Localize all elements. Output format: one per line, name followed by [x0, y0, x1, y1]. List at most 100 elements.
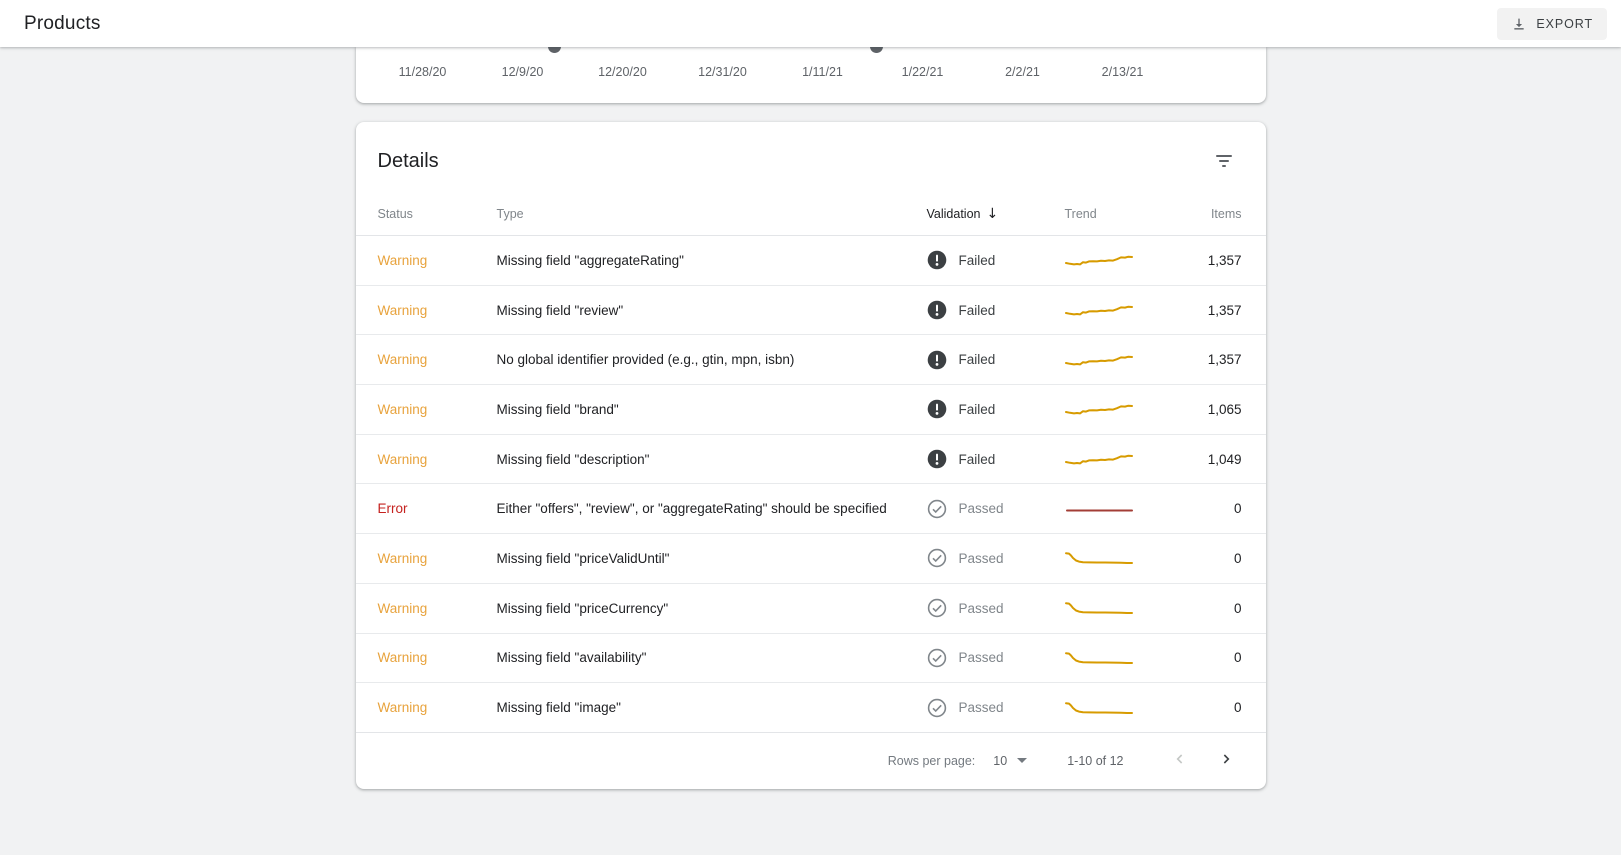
- issue-type-label: Missing field "brand": [496, 401, 619, 417]
- items-count: 0: [1233, 600, 1242, 616]
- items-count: 0: [1233, 501, 1242, 517]
- table-row[interactable]: Warning Missing field "description" Fail…: [355, 435, 1266, 485]
- items-count: 1,049: [1207, 451, 1242, 467]
- download-icon: [1511, 16, 1527, 32]
- pagination-range-label: 1-10 of 12: [1067, 753, 1124, 768]
- validation-cell: Failed: [897, 399, 1047, 419]
- items-count: 1,065: [1207, 401, 1242, 417]
- table-row[interactable]: Warning Missing field "priceValidUntil" …: [355, 534, 1266, 584]
- date-tick: 12/20/20: [598, 65, 647, 79]
- validation-label: Passed: [958, 501, 1004, 517]
- table-row[interactable]: Warning Missing field "priceCurrency" Pa…: [355, 584, 1266, 634]
- column-header-type[interactable]: Type: [496, 206, 524, 221]
- trend-sparkline: [1064, 701, 1133, 714]
- details-title: Details: [377, 149, 439, 172]
- validation-cell: Passed: [897, 648, 1047, 668]
- issue-type-label: Missing field "priceCurrency": [496, 600, 669, 616]
- date-tick: 1/11/21: [802, 65, 843, 79]
- table-row[interactable]: Warning No global identifier provided (e…: [355, 335, 1266, 386]
- issue-type-label: Missing field "priceValidUntil": [496, 550, 670, 566]
- validation-label: Passed: [958, 600, 1004, 616]
- items-count: 0: [1233, 650, 1242, 666]
- trend-cell: [1047, 549, 1182, 567]
- date-tick: 11/28/20: [398, 65, 447, 79]
- chart-point-marker: [869, 47, 883, 53]
- status-label: Warning: [377, 252, 428, 268]
- trend-sparkline: [1064, 405, 1133, 415]
- trend-sparkline: [1064, 602, 1133, 615]
- issue-type-label: Missing field "aggregateRating": [496, 252, 684, 268]
- failed-exclamation-icon: [927, 350, 946, 370]
- column-header-trend[interactable]: Trend: [1064, 206, 1097, 221]
- rows-per-page-select[interactable]: 10: [993, 753, 1028, 768]
- trend-sparkline: [1065, 509, 1133, 512]
- validation-label: Failed: [958, 401, 996, 417]
- status-label: Error: [377, 501, 408, 517]
- failed-exclamation-icon: [927, 300, 946, 320]
- validation-cell: Passed: [897, 548, 1047, 568]
- table-body: Warning Missing field "aggregateRating" …: [355, 236, 1266, 733]
- chevron-right-icon: [1218, 751, 1234, 770]
- validation-label: Passed: [958, 550, 1004, 566]
- date-tick: 12/9/20: [501, 65, 544, 79]
- trend-sparkline: [1064, 256, 1133, 266]
- issue-type-label: No global identifier provided (e.g., gti…: [496, 352, 795, 368]
- rows-per-page-value: 10: [993, 753, 1008, 768]
- table-header-row: Status Type Validation ↓ Trend Items: [355, 192, 1266, 236]
- failed-exclamation-icon: [927, 449, 946, 469]
- validation-cell: Passed: [897, 598, 1047, 618]
- next-page-button[interactable]: [1214, 747, 1238, 774]
- date-tick: 1/22/21: [901, 65, 944, 79]
- status-label: Warning: [377, 700, 428, 716]
- filter-icon[interactable]: [1212, 151, 1236, 171]
- table-row[interactable]: Warning Missing field "review" Failed 1,…: [355, 286, 1266, 336]
- validation-label: Failed: [958, 302, 996, 318]
- passed-check-icon: [927, 698, 946, 717]
- trend-cell: [1047, 351, 1182, 369]
- items-count: 1,357: [1207, 352, 1242, 368]
- passed-check-icon: [927, 598, 946, 618]
- items-count: 0: [1233, 550, 1242, 566]
- previous-page-button[interactable]: [1168, 747, 1192, 774]
- validation-cell: Failed: [897, 300, 1047, 320]
- passed-check-icon: [927, 549, 946, 568]
- items-count: 1,357: [1207, 302, 1242, 318]
- export-button[interactable]: EXPORT: [1497, 7, 1607, 40]
- status-label: Warning: [377, 352, 428, 368]
- chart-point-marker: [547, 47, 561, 53]
- pagination-bar: Rows per page: 10 1-10 of 12: [356, 733, 1266, 789]
- status-label: Warning: [377, 451, 428, 467]
- table-row[interactable]: Warning Missing field "aggregateRating" …: [355, 236, 1266, 286]
- passed-check-icon: [927, 648, 946, 668]
- status-label: Warning: [377, 302, 428, 318]
- status-label: Warning: [377, 650, 428, 666]
- trend-sparkline: [1064, 454, 1133, 465]
- trend-sparkline: [1064, 652, 1133, 664]
- trend-cell: [1047, 301, 1182, 319]
- validation-label: Passed: [958, 700, 1004, 716]
- validation-label: Failed: [958, 451, 996, 467]
- details-card: Details Status Type Validation ↓ Trend I…: [355, 122, 1266, 789]
- trend-cell: [1047, 699, 1182, 717]
- items-count: 0: [1233, 700, 1242, 716]
- date-tick: 12/31/20: [698, 65, 747, 79]
- status-label: Warning: [377, 600, 428, 616]
- failed-exclamation-icon: [927, 251, 946, 270]
- passed-check-icon: [927, 499, 946, 518]
- items-count: 1,357: [1207, 252, 1242, 268]
- table-row[interactable]: Warning Missing field "availability" Pas…: [355, 634, 1266, 684]
- trend-sparkline: [1064, 355, 1133, 366]
- table-row[interactable]: Warning Missing field "brand" Failed 1,0…: [355, 385, 1266, 435]
- table-row[interactable]: Error Either "offers", "review", or "agg…: [355, 484, 1266, 535]
- validation-label: Passed: [958, 650, 1004, 666]
- trend-sparkline: [1064, 305, 1133, 316]
- column-header-items[interactable]: Items: [1210, 206, 1242, 221]
- issue-type-label: Missing field "description": [496, 451, 650, 467]
- table-row[interactable]: Warning Missing field "image" Passed 0: [355, 683, 1266, 733]
- column-header-validation[interactable]: Validation ↓: [897, 206, 1047, 222]
- column-header-status[interactable]: Status: [377, 206, 413, 221]
- status-label: Warning: [377, 401, 428, 417]
- validation-cell: Failed: [897, 449, 1047, 469]
- page-title: Products: [24, 12, 101, 34]
- trend-cell: [1047, 251, 1182, 269]
